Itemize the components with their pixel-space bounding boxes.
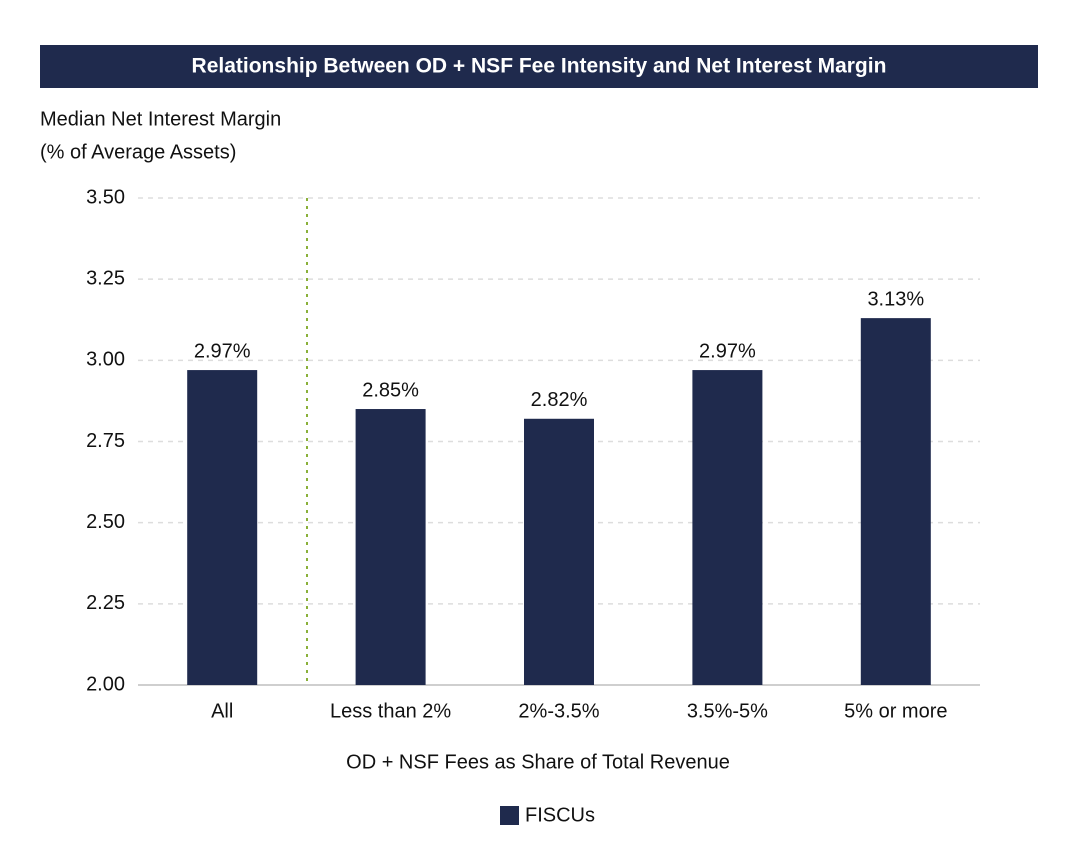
value-label: 2.97% (194, 340, 251, 362)
chart-title: Relationship Between OD + NSF Fee Intens… (192, 55, 887, 78)
value-label: 3.13% (867, 288, 924, 310)
bar (355, 409, 426, 685)
y-axis-label: (% of Average Assets) (40, 141, 236, 163)
y-tick-label: 3.25 (86, 267, 125, 289)
y-tick-label: 2.50 (86, 511, 125, 533)
x-tick-label: All (211, 700, 233, 722)
bar (860, 318, 931, 685)
bar (524, 418, 594, 685)
y-tick-label: 2.25 (86, 592, 125, 614)
value-label: 2.82% (531, 389, 588, 411)
y-tick-label: 3.00 (86, 349, 125, 371)
x-tick-label: 2%-3.5% (518, 700, 599, 722)
y-tick-label: 2.00 (86, 673, 125, 695)
legend-label: FISCUs (525, 804, 595, 826)
x-tick-label: 3.5%-5% (687, 700, 768, 722)
x-axis-label: OD + NSF Fees as Share of Total Revenue (346, 751, 730, 773)
bar (692, 370, 763, 685)
value-label: 2.97% (699, 340, 756, 362)
title-bar (40, 45, 1038, 88)
value-label: 2.85% (362, 379, 419, 401)
legend-swatch (500, 806, 519, 825)
bar (187, 370, 258, 685)
y-tick-label: 2.75 (86, 430, 125, 452)
x-tick-label: Less than 2% (330, 700, 451, 722)
y-tick-label: 3.50 (86, 186, 125, 208)
y-axis-label: Median Net Interest Margin (40, 108, 281, 130)
x-tick-label: 5% or more (844, 700, 947, 722)
